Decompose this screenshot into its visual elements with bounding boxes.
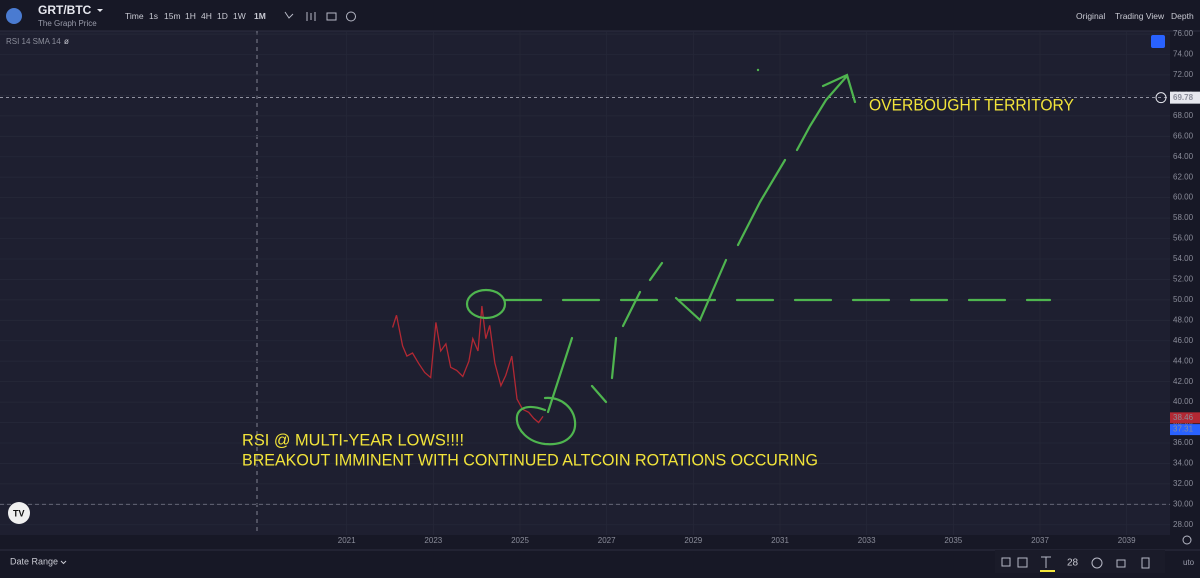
tool-icons bbox=[284, 11, 356, 22]
tb-icon[interactable] bbox=[1116, 559, 1126, 568]
y-tick-label: 52.00 bbox=[1173, 275, 1194, 284]
tv-logo-text: TV bbox=[13, 508, 25, 518]
x-tick-label: 2029 bbox=[684, 536, 702, 545]
tv-logo[interactable] bbox=[8, 502, 30, 524]
logo[interactable] bbox=[6, 8, 22, 24]
indicator-label: RSI 14 SMA 14 bbox=[6, 37, 61, 46]
symbol-caret[interactable] bbox=[97, 9, 103, 12]
drawn-dot bbox=[756, 68, 760, 72]
camera-icon[interactable] bbox=[326, 12, 337, 21]
grid: 28.0030.0032.0034.0036.0038.0040.0042.00… bbox=[0, 29, 1194, 545]
settings-icon[interactable] bbox=[1182, 535, 1192, 545]
y-tick-label: 32.00 bbox=[1173, 479, 1194, 488]
drawn-circle bbox=[515, 396, 577, 446]
y-tick-label: 48.00 bbox=[1173, 315, 1194, 324]
annotation: OVERBOUGHT TERRITORY bbox=[869, 95, 1074, 114]
view-tab[interactable]: Depth bbox=[1171, 11, 1194, 21]
timeframe[interactable]: 1H bbox=[185, 11, 196, 21]
toolbar-value[interactable]: 28 bbox=[1067, 558, 1079, 569]
x-tick-label: 2027 bbox=[598, 536, 616, 545]
date-range[interactable]: Date Range bbox=[10, 556, 58, 566]
y-tick-label: 58.00 bbox=[1173, 213, 1194, 222]
y-tick-label: 62.00 bbox=[1173, 172, 1194, 181]
timeframe[interactable]: 1D bbox=[217, 11, 228, 21]
timeframes: Time 1s 15m 1H 4H 1D 1W 1M bbox=[125, 11, 266, 21]
view-tab[interactable]: Trading View bbox=[1115, 11, 1165, 21]
y-tick-label: 36.00 bbox=[1173, 438, 1194, 447]
x-tick-label: 2021 bbox=[338, 536, 356, 545]
timeframe[interactable]: 15m bbox=[164, 11, 181, 21]
x-tick-label: 2033 bbox=[858, 536, 876, 545]
y-tick-label: 68.00 bbox=[1173, 111, 1194, 120]
x-tick-label: 2023 bbox=[424, 536, 442, 545]
y-tick-label: 66.00 bbox=[1173, 131, 1194, 140]
x-tick-label: 2035 bbox=[944, 536, 962, 545]
add-icon[interactable] bbox=[346, 11, 356, 22]
timeframe[interactable]: 1s bbox=[149, 11, 158, 21]
x-tick-label: 2025 bbox=[511, 536, 529, 545]
date-range-caret[interactable] bbox=[60, 560, 67, 565]
drawn-arrow bbox=[546, 73, 857, 414]
price-tag-label: 38.46 bbox=[1173, 413, 1194, 422]
y-tick-label: 28.00 bbox=[1173, 520, 1194, 529]
y-tick-label: 74.00 bbox=[1173, 50, 1194, 59]
timeframe[interactable]: 1W bbox=[233, 11, 246, 21]
y-tick-label: 60.00 bbox=[1173, 193, 1194, 202]
y-tick-label: 76.00 bbox=[1173, 29, 1194, 38]
text-tool[interactable] bbox=[1041, 556, 1051, 568]
annotation: RSI @ MULTI-YEAR LOWS!!!! bbox=[242, 430, 464, 449]
y-tick-label: 40.00 bbox=[1173, 397, 1194, 406]
y-tick-label: 42.00 bbox=[1173, 377, 1194, 386]
scale-button[interactable] bbox=[1151, 35, 1165, 48]
y-tick-label: 56.00 bbox=[1173, 234, 1194, 243]
views: Original Trading View Depth bbox=[1076, 11, 1194, 21]
view-tab[interactable]: Original bbox=[1076, 11, 1105, 21]
price-tag bbox=[1170, 412, 1200, 424]
annotation: BREAKOUT IMMINENT WITH CONTINUED ALTCOIN… bbox=[242, 450, 818, 469]
timeframe[interactable]: Time bbox=[125, 11, 144, 21]
symbol[interactable]: GRT/BTC bbox=[38, 3, 92, 17]
tb-icon[interactable] bbox=[1141, 557, 1150, 569]
plot-area bbox=[0, 31, 1170, 535]
y-tick-label: 72.00 bbox=[1173, 70, 1194, 79]
scale-mode[interactable]: uto bbox=[1183, 558, 1195, 567]
x-tick-label: 2039 bbox=[1118, 536, 1136, 545]
drawing-toolbar bbox=[995, 550, 1165, 573]
marks: 69.78 38.46 37.31 bbox=[0, 91, 1200, 436]
y-tick-label: 34.00 bbox=[1173, 459, 1194, 468]
price-tag-label: 37.31 bbox=[1173, 425, 1194, 434]
indicator-value: ø bbox=[64, 37, 69, 46]
tb-icon[interactable] bbox=[1091, 557, 1103, 569]
x-tick-label: 2037 bbox=[1031, 536, 1049, 545]
tb-icon[interactable] bbox=[1001, 557, 1011, 567]
timeframe[interactable]: 1M bbox=[254, 11, 266, 21]
drawn-circle bbox=[465, 288, 507, 320]
indicator-icon[interactable] bbox=[284, 11, 294, 19]
y-tick-label: 64.00 bbox=[1173, 152, 1194, 161]
timeframe[interactable]: 4H bbox=[201, 11, 212, 21]
toolbar-icons bbox=[1001, 556, 1150, 572]
candles-icon[interactable] bbox=[306, 12, 316, 21]
drawings bbox=[465, 68, 1052, 446]
x-tick-label: 2031 bbox=[771, 536, 789, 545]
y-tick-label: 54.00 bbox=[1173, 254, 1194, 263]
y-tick-label: 50.00 bbox=[1173, 295, 1194, 304]
symbol-name: The Graph Price bbox=[38, 19, 97, 28]
tb-icon[interactable] bbox=[1017, 557, 1028, 568]
marker-plus[interactable] bbox=[1155, 92, 1167, 104]
rsi-line bbox=[391, 305, 544, 424]
y-tick-label: 30.00 bbox=[1173, 499, 1194, 508]
price-tag bbox=[1170, 424, 1200, 436]
y-tick-label: 46.00 bbox=[1173, 336, 1194, 345]
y-tick-label: 44.00 bbox=[1173, 356, 1194, 365]
price-tag-label: 69.78 bbox=[1173, 93, 1194, 102]
price-tag bbox=[1170, 91, 1200, 104]
